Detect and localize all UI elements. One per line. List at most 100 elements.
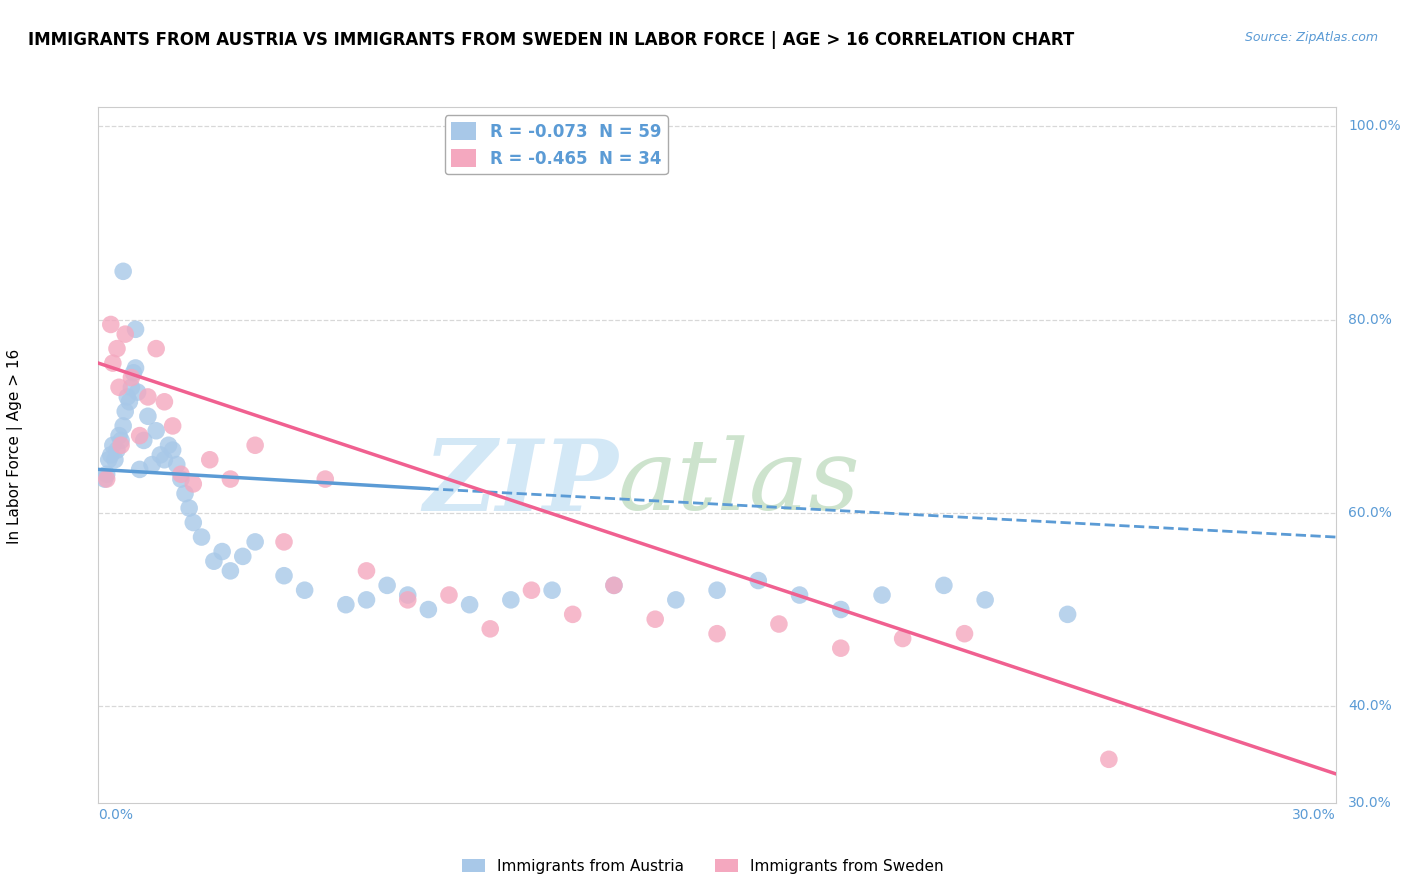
Point [97,452,120,467]
Point [603,578,626,592]
Point [166,458,188,472]
Point [132,434,155,448]
Text: 30.0%: 30.0% [1348,796,1392,810]
Point [141,458,163,472]
Text: 40.0%: 40.0% [1348,699,1392,714]
Point [396,593,419,607]
Point [128,462,150,476]
Point [114,327,136,342]
Point [136,409,159,424]
Point [974,593,997,607]
Point [124,322,146,336]
Point [243,438,266,452]
Point [789,588,811,602]
Point [105,342,128,356]
Point [747,574,769,588]
Point [768,617,790,632]
Point [603,578,626,592]
Point [830,641,852,656]
Point [120,380,142,394]
Point [520,583,543,598]
Point [335,598,357,612]
Point [105,443,128,458]
Point [170,472,193,486]
Legend: Immigrants from Austria, Immigrants from Sweden: Immigrants from Austria, Immigrants from… [456,853,950,880]
Text: Source: ZipAtlas.com: Source: ZipAtlas.com [1244,31,1378,45]
Point [101,356,124,370]
Text: 60.0%: 60.0% [1348,506,1392,520]
Point [162,419,184,434]
Point [127,385,149,400]
Point [932,578,955,592]
Text: ZIP: ZIP [423,434,619,531]
Point [356,564,378,578]
Point [375,578,398,592]
Point [120,370,142,384]
Point [219,472,242,486]
Point [356,593,378,607]
Point [149,448,172,462]
Text: 100.0%: 100.0% [1348,120,1400,134]
Point [273,535,295,549]
Point [117,390,139,404]
Point [198,452,221,467]
Point [170,467,193,482]
Point [93,472,115,486]
Text: IMMIGRANTS FROM AUSTRIA VS IMMIGRANTS FROM SWEDEN IN LABOR FORCE | AGE > 16 CORR: IMMIGRANTS FROM AUSTRIA VS IMMIGRANTS FR… [28,31,1074,49]
Point [211,544,233,558]
Point [202,554,225,568]
Point [174,486,197,500]
Point [112,264,135,278]
Point [128,428,150,442]
Point [124,361,146,376]
Point [644,612,666,626]
Point [179,501,201,516]
Point [953,626,976,640]
Point [96,472,118,486]
Point [273,568,295,582]
Point [118,394,141,409]
Point [181,516,204,530]
Point [1098,752,1121,766]
Point [122,366,145,380]
Point [110,434,132,448]
Point [706,626,728,640]
Point [830,602,852,616]
Text: atlas: atlas [619,435,860,531]
Point [181,476,204,491]
Text: In Labor Force | Age > 16: In Labor Force | Age > 16 [7,349,22,543]
Point [479,622,502,636]
Point [418,602,440,616]
Point [499,593,522,607]
Point [157,438,180,452]
Point [437,588,460,602]
Point [145,342,167,356]
Point [190,530,212,544]
Text: 30.0%: 30.0% [1292,807,1336,822]
Point [145,424,167,438]
Point [100,448,122,462]
Point [153,452,176,467]
Point [112,419,135,434]
Point [294,583,316,598]
Point [706,583,728,598]
Point [162,443,184,458]
Text: 0.0%: 0.0% [98,807,134,822]
Point [104,452,127,467]
Point [243,535,266,549]
Point [153,394,176,409]
Point [870,588,893,602]
Point [232,549,254,564]
Point [108,428,131,442]
Point [219,564,242,578]
Point [561,607,583,622]
Legend: R = -0.073  N = 59, R = -0.465  N = 34: R = -0.073 N = 59, R = -0.465 N = 34 [444,115,668,174]
Point [100,318,122,332]
Point [665,593,688,607]
Text: 80.0%: 80.0% [1348,312,1392,326]
Point [114,404,136,418]
Point [891,632,914,646]
Point [96,467,118,482]
Point [136,390,159,404]
Point [396,588,419,602]
